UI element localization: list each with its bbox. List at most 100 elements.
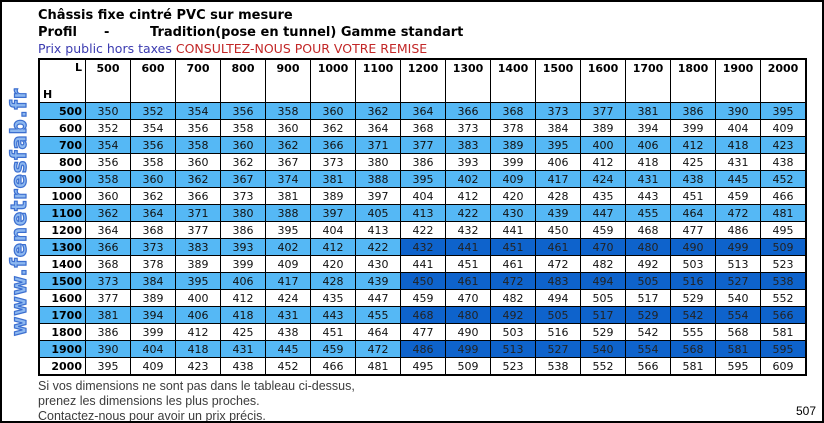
price-cell: 418 [175,340,221,358]
price-cell: 517 [625,289,671,307]
row-header: 500 [38,102,86,120]
price-cell: 358 [175,136,221,154]
price-cell: 406 [535,153,581,171]
price-cell: 445 [265,340,311,358]
table-row: 1700 381 394 406 418 431 443 455 468 480 492 505 517… [38,306,807,324]
price-cell: 516 [535,323,581,341]
price-cell: 481 [760,204,807,222]
price-cell: 360 [310,102,356,120]
price-cell: 412 [580,153,626,171]
table-row: 1600 377 389 400 412 424 435 447 459 470 482 494 505… [38,289,807,307]
price-cell: 554 [625,340,671,358]
price-cell: 452 [760,170,807,188]
price-cell: 505 [580,289,626,307]
price-cell: 366 [85,238,131,256]
price-cell: 367 [220,170,266,188]
table-row: 500 350 352 354 356 358 360 362 364 366 368 373 377 3… [38,102,807,120]
price-cell: 417 [535,170,581,188]
price-cell: 362 [265,136,311,154]
price-cell: 418 [715,136,761,154]
row-header: 1300 [38,238,86,256]
price-cell: 395 [85,357,131,376]
price-cell: 418 [220,306,266,324]
price-cell: 393 [445,153,491,171]
price-cell: 595 [760,340,807,358]
price-cell: 529 [625,306,671,324]
price-cell: 368 [130,221,176,239]
column-header: 1300 [445,58,491,103]
price-cell: 472 [355,340,401,358]
price-cell: 389 [580,119,626,137]
price-cell: 503 [670,255,716,273]
price-cell: 482 [580,255,626,273]
price-cell: 431 [625,170,671,188]
price-cell: 472 [490,272,536,290]
price-cell: 443 [310,306,356,324]
column-header: 2000 [760,58,807,103]
price-cell: 377 [400,136,446,154]
table-row: 1100 362 364 371 380 388 397 405 413 422 430 439 447… [38,204,807,222]
price-cell: 412 [445,187,491,205]
price-cell: 505 [625,272,671,290]
footer-line: prenez les dimensions les plus proches. [38,394,260,408]
price-cell: 542 [625,323,671,341]
row-header: 1800 [38,323,86,341]
price-cell: 581 [715,340,761,358]
price-cell: 388 [355,170,401,188]
price-cell: 439 [355,272,401,290]
price-cell: 428 [310,272,356,290]
price-cell: 413 [355,221,401,239]
price-cell: 468 [625,221,671,239]
price-cell: 425 [220,323,266,341]
table-row: 1500 373 384 395 406 417 428 439 450 461 472 483 494… [38,272,807,290]
row-header: 2000 [38,357,86,376]
price-cell: 461 [535,238,581,256]
price-cell: 373 [130,238,176,256]
price-cell: 480 [625,238,671,256]
corner-cell: L H [38,58,86,103]
price-cell: 350 [85,102,131,120]
profile-label: Profil [38,25,77,40]
price-cell: 568 [670,340,716,358]
price-cell: 459 [310,340,356,358]
price-cell: 451 [310,323,356,341]
price-cell: 432 [400,238,446,256]
table-row: 1900 390 404 418 431 445 459 472 486 499 513 527 540… [38,340,807,358]
price-cell: 477 [670,221,716,239]
price-cell: 362 [220,153,266,171]
table-row: 800 356 358 360 362 367 373 380 386 393 399 406 412 4… [38,153,807,171]
price-cell: 380 [355,153,401,171]
price-cell: 438 [760,153,807,171]
price-cell: 384 [535,119,581,137]
price-cell: 362 [175,170,221,188]
price-cell: 390 [85,340,131,358]
price-cell: 459 [715,187,761,205]
price-cell: 523 [760,255,807,273]
row-header: 1200 [38,221,86,239]
price-cell: 386 [220,221,266,239]
price-cell: 409 [490,170,536,188]
price-cell: 394 [130,306,176,324]
row-header: 700 [38,136,86,154]
row-header: 1700 [38,306,86,324]
price-cell: 441 [490,221,536,239]
price-cell: 420 [310,255,356,273]
price-cell: 373 [535,102,581,120]
column-header: 1700 [625,58,671,103]
column-header: 600 [130,58,176,103]
price-cell: 400 [175,289,221,307]
price-cell: 352 [130,102,176,120]
price-cell: 377 [580,102,626,120]
price-cell: 356 [130,136,176,154]
price-cell: 540 [580,340,626,358]
price-cell: 412 [220,289,266,307]
price-cell: 431 [265,306,311,324]
price-cell: 413 [400,204,446,222]
price-cell: 389 [490,136,536,154]
price-note-line: Prix public hors taxes CONSULTEZ-NOUS PO… [38,41,822,56]
price-cell: 356 [175,119,221,137]
price-cell: 459 [580,221,626,239]
price-cell: 386 [400,153,446,171]
website-watermark: www.fenetresfab.fr [2,2,36,421]
price-cell: 399 [130,323,176,341]
